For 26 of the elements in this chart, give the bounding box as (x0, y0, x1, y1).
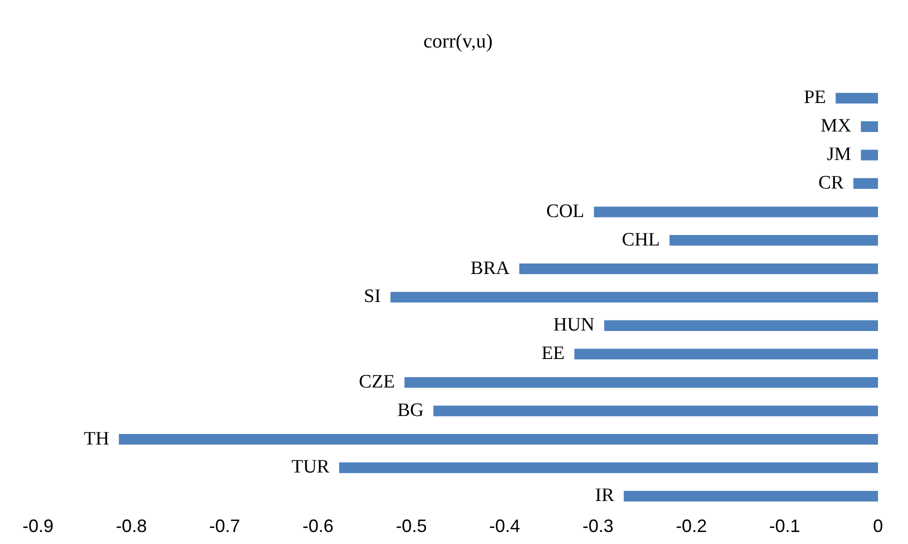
y-tick-label: PE (804, 87, 826, 108)
x-tick-label: -0.7 (209, 516, 240, 536)
y-tick-label: JM (826, 144, 852, 166)
x-tick-label: -0.5 (396, 516, 427, 536)
x-tick-label: -0.9 (22, 516, 54, 536)
y-tick-label: CHL (622, 229, 660, 250)
x-tick-label: -0.4 (489, 516, 520, 536)
y-tick-label: MX (820, 116, 852, 137)
x-tick-label: -0.8 (116, 516, 147, 536)
y-tick-label: COL (546, 200, 584, 222)
y-tick-label: TUR (291, 456, 330, 478)
y-tick-label: EE (541, 343, 565, 364)
y-tick-label: HUN (553, 314, 595, 336)
y-tick-label: BG (397, 400, 424, 421)
x-tick-label: 0 (872, 516, 884, 536)
chart-title: corr(v,u) (423, 30, 493, 52)
y-tick-label: SI (364, 286, 381, 308)
x-tick-label: -0.3 (582, 516, 614, 536)
y-tick-label: CR (818, 172, 844, 194)
y-tick-label: BRA (470, 258, 510, 279)
x-tick-label: -0.1 (769, 516, 800, 536)
y-tick-label: TH (84, 428, 110, 450)
y-tick-label: CZE (358, 371, 395, 392)
x-tick-label: -0.6 (302, 516, 334, 536)
x-tick-label: -0.2 (676, 516, 707, 536)
y-tick-label: IR (595, 485, 614, 506)
